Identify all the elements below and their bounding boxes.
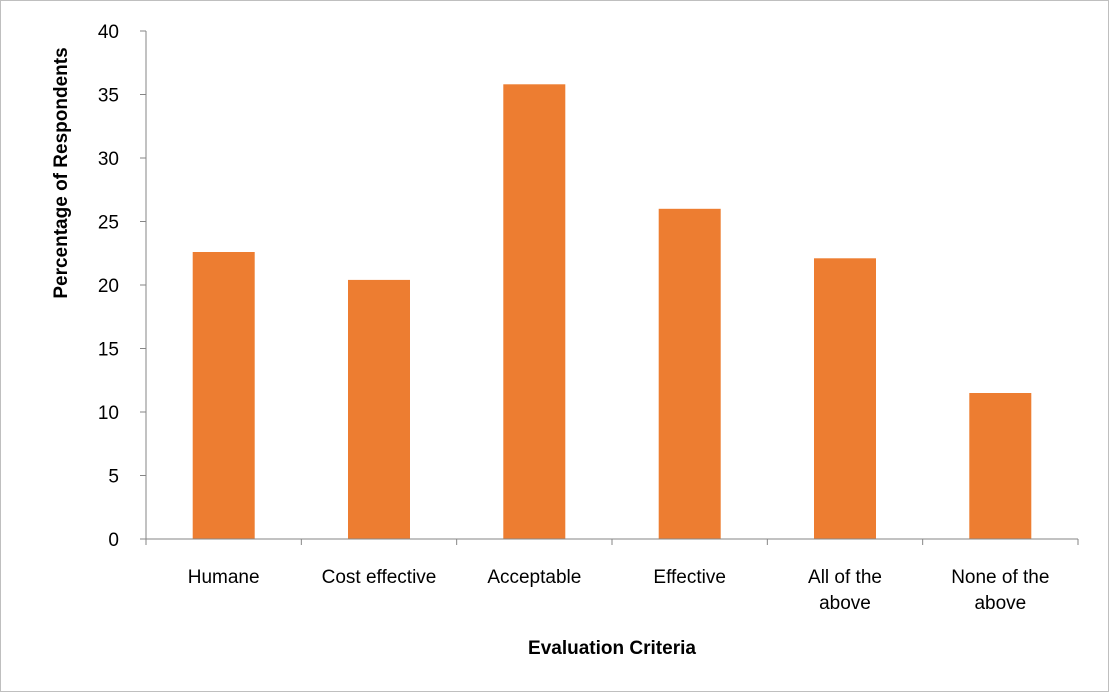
y-tick-label: 5	[108, 467, 119, 488]
bar-2	[503, 84, 566, 540]
bars-group	[192, 84, 1032, 540]
y-tick-label: 15	[98, 340, 119, 361]
bar-1	[348, 279, 410, 539]
y-tick-label: 20	[98, 276, 119, 297]
x-tick-label: Cost effective	[322, 567, 437, 588]
y-tick-label: 0	[108, 530, 119, 551]
ticks-group: 0 5 10 15 20 25 30 35 40 Humane Cost effective Acce…	[98, 22, 1079, 614]
y-tick-label: 10	[98, 403, 119, 424]
bar-4	[814, 258, 876, 539]
x-axis-title: Evaluation Criteria	[528, 638, 696, 659]
bar-5	[969, 393, 1032, 539]
axes-group	[145, 31, 1078, 540]
x-tick-label: Humane	[188, 567, 260, 588]
y-tick-label: 30	[98, 149, 119, 170]
y-tick-label: 40	[98, 22, 119, 43]
x-tick-label: All of the above	[808, 567, 882, 614]
x-tick-label: Acceptable	[487, 567, 581, 588]
x-tick-label: None of the above	[951, 567, 1049, 614]
bar-0	[192, 252, 255, 539]
y-tick-label: 25	[98, 213, 119, 234]
bar-3	[658, 208, 721, 540]
y-tick-label: 35	[98, 86, 119, 107]
x-tick-label: Effective	[653, 567, 726, 588]
y-axis-title: Percentage of Respondents	[51, 47, 72, 298]
